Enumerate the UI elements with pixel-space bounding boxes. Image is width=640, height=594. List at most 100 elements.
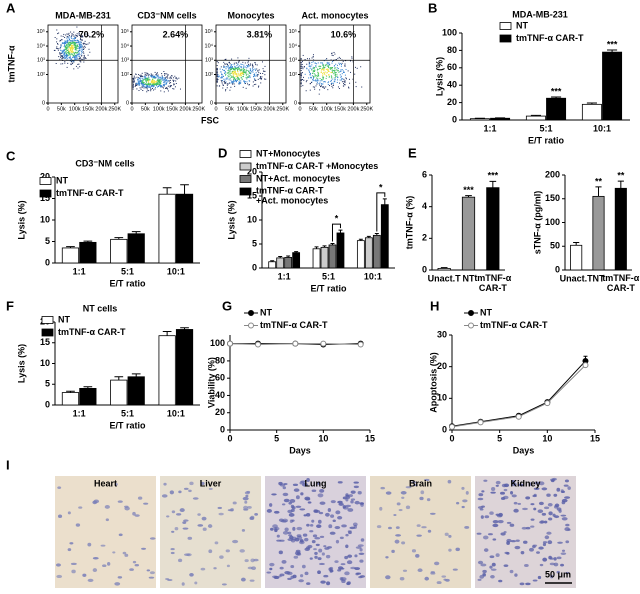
nucleus xyxy=(395,526,400,529)
event-dot xyxy=(256,68,258,70)
event-dot xyxy=(151,74,153,76)
nucleus xyxy=(544,535,550,540)
event-dot xyxy=(70,63,72,65)
nucleus xyxy=(357,544,364,547)
legend-marker xyxy=(248,322,254,329)
event-dot xyxy=(73,46,75,48)
nucleus xyxy=(329,566,334,571)
nucleus xyxy=(214,541,219,545)
event-dot xyxy=(318,75,320,77)
bar xyxy=(437,268,451,271)
event-dot xyxy=(69,41,71,43)
event-dot xyxy=(245,73,247,75)
event-dot xyxy=(231,68,233,70)
event-dot xyxy=(220,80,222,82)
legend-label: NT xyxy=(516,20,528,30)
event-dot xyxy=(306,67,308,69)
event-dot xyxy=(300,75,302,77)
event-dot xyxy=(69,60,71,62)
event-dot xyxy=(74,57,76,59)
event-dot xyxy=(241,66,243,68)
nucleus xyxy=(242,496,249,501)
event-dot xyxy=(64,48,66,50)
event-dot xyxy=(314,74,316,76)
event-dot xyxy=(243,69,245,71)
event-dot xyxy=(80,39,82,41)
x-tick-label: 10:1 xyxy=(364,271,382,281)
y-tick-label: 0 xyxy=(220,424,225,434)
event-dot xyxy=(150,89,152,91)
bar xyxy=(61,392,80,406)
plot-frame xyxy=(131,24,203,104)
event-dot xyxy=(153,76,155,78)
x-tick-label: Unact.T xyxy=(560,273,594,283)
event-dot xyxy=(300,72,302,74)
event-dot xyxy=(309,65,311,67)
nucleus xyxy=(117,576,123,579)
event-dot xyxy=(69,56,71,58)
event-dot xyxy=(81,51,83,53)
nucleus xyxy=(518,483,524,487)
nucleus xyxy=(317,557,322,561)
event-dot xyxy=(167,81,169,83)
event-dot xyxy=(74,34,76,36)
event-dot xyxy=(222,84,224,86)
event-dot xyxy=(316,79,318,81)
y-tick-label: 10² xyxy=(37,72,45,78)
event-dot xyxy=(140,79,142,81)
event-dot xyxy=(320,62,322,64)
bar xyxy=(79,241,97,264)
legend-swatch xyxy=(39,177,52,185)
nucleus xyxy=(553,493,558,497)
event-dot xyxy=(253,74,255,76)
event-dot xyxy=(56,41,58,43)
event-dot xyxy=(141,84,143,86)
event-dot xyxy=(342,78,344,80)
nucleus xyxy=(421,526,427,529)
nucleus xyxy=(303,514,307,517)
event-dot xyxy=(62,56,64,58)
event-dot xyxy=(324,66,326,68)
event-dot xyxy=(317,77,319,79)
event-dot xyxy=(338,71,340,73)
event-dot xyxy=(162,84,164,86)
event-dot xyxy=(226,72,228,74)
error-bar xyxy=(83,386,93,389)
nucleus xyxy=(533,493,537,497)
event-dot xyxy=(56,29,58,31)
event-dot xyxy=(133,77,135,79)
event-dot xyxy=(327,66,329,68)
event-dot xyxy=(164,74,166,76)
event-dot xyxy=(243,66,245,68)
event-dot xyxy=(312,54,314,56)
event-dot xyxy=(65,42,67,44)
event-dot xyxy=(135,82,137,84)
event-dot xyxy=(70,45,72,47)
event-dot xyxy=(162,78,164,80)
nucleus xyxy=(557,541,563,544)
flow-plot: 0 50k 100k 150k 200k 250K010²10³10⁴10⁵CD3⁻NM … xyxy=(121,10,206,112)
event-dot xyxy=(315,65,317,67)
error-bar xyxy=(162,187,172,195)
nucleus xyxy=(171,510,176,514)
event-dot xyxy=(141,77,143,79)
event-dot xyxy=(58,56,60,58)
nucleus xyxy=(345,533,349,537)
event-dot xyxy=(152,86,154,88)
event-dot xyxy=(218,76,220,78)
event-dot xyxy=(244,71,246,73)
event-dot xyxy=(77,55,79,57)
event-dot xyxy=(334,67,336,69)
event-dot xyxy=(244,68,246,70)
event-dot xyxy=(143,86,145,88)
nucleus xyxy=(253,558,259,562)
event-dot xyxy=(145,80,147,82)
event-dot xyxy=(343,80,345,82)
event-dot xyxy=(57,43,59,45)
event-dot xyxy=(237,75,239,77)
event-dot xyxy=(66,50,68,52)
event-dot xyxy=(233,75,235,77)
event-dot xyxy=(81,53,83,55)
nucleus xyxy=(348,531,352,535)
event-dot xyxy=(221,76,223,78)
